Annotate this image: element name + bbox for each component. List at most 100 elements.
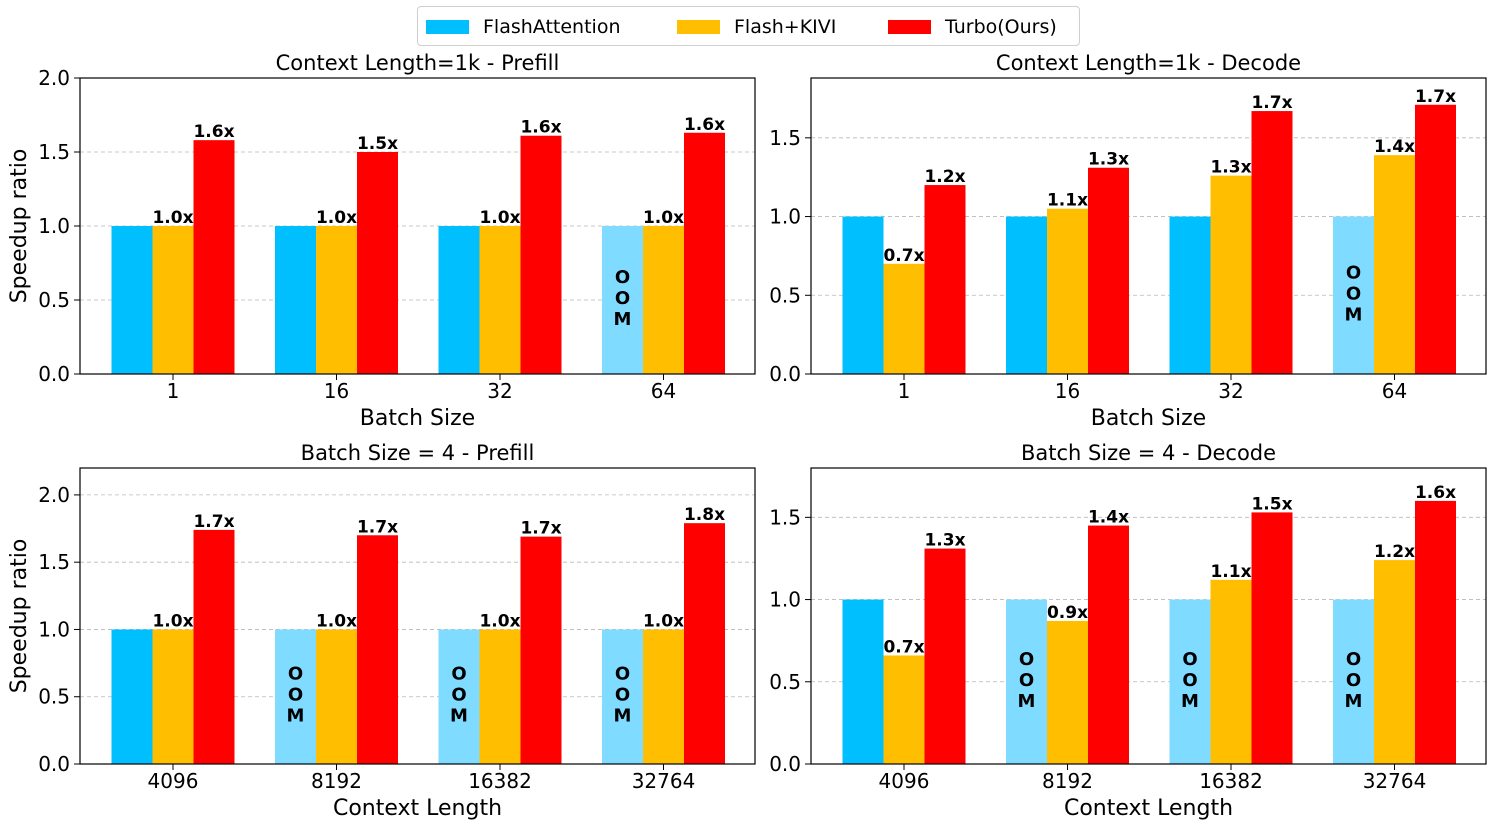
legend-item-flash-kivi: Flash+KIVI bbox=[677, 15, 836, 39]
panel3-xtick-label: 32764 bbox=[632, 769, 696, 793]
panel4-title: Batch Size = 4 - Decode bbox=[1021, 441, 1276, 465]
panel1-ytick-label: 0.5 bbox=[38, 288, 70, 312]
panel1-bar-turbo-ours--1 bbox=[193, 140, 235, 374]
panel4-bar-flash-kivi-8192 bbox=[1047, 620, 1088, 764]
panel4-oom-label: O bbox=[1182, 649, 1197, 670]
panel1-data-label: 1.0x bbox=[316, 208, 357, 228]
panel3-data-label: 1.7x bbox=[193, 512, 234, 532]
panel1-title: Context Length=1k - Prefill bbox=[276, 51, 560, 75]
panel2-bar-turbo-ours--1 bbox=[924, 185, 966, 374]
panel3-data-label: 1.8x bbox=[684, 505, 725, 525]
panel4-bar-turbo-ours--32764 bbox=[1415, 500, 1456, 764]
panel1-ytick-label: 0.0 bbox=[38, 362, 70, 386]
panel4-bar-flashattention-32764 bbox=[1333, 599, 1374, 764]
legend-item-turbo: Turbo(Ours) bbox=[888, 15, 1057, 39]
panel4-ytick-label: 1.0 bbox=[769, 588, 801, 612]
panel2-ytick-label: 1.0 bbox=[769, 205, 801, 229]
panel3-data-label: 1.0x bbox=[479, 611, 520, 631]
panel1-bar-flash-kivi-1 bbox=[152, 226, 194, 374]
panel4-bar-turbo-ours--4096 bbox=[924, 548, 966, 764]
panel3-xtick-label: 4096 bbox=[148, 769, 199, 793]
panel2-data-label: 1.4x bbox=[1374, 137, 1415, 157]
panel4-bar-turbo-ours--16382 bbox=[1251, 512, 1293, 764]
panel3-oom-label: M bbox=[614, 706, 632, 727]
panel4-data-label: 1.1x bbox=[1210, 562, 1251, 582]
panel3-ytick-label: 1.0 bbox=[38, 617, 70, 641]
panel4-data-label: 1.2x bbox=[1374, 542, 1415, 562]
panel3-bar-flashattention-16382 bbox=[438, 629, 480, 764]
panel2-bar-flash-kivi-32 bbox=[1210, 175, 1252, 374]
panel4-oom-label: O bbox=[1019, 649, 1034, 670]
panel3-oom-label: O bbox=[615, 685, 630, 706]
panel1-bar-flashattention-16 bbox=[275, 226, 316, 374]
panel3-oom-label: O bbox=[615, 664, 630, 685]
panel2-ytick-label: 1.5 bbox=[769, 126, 801, 150]
panel1-frame bbox=[79, 77, 756, 375]
panel4-oom-label: O bbox=[1182, 670, 1197, 691]
panel3-xtick-label: 8192 bbox=[311, 769, 362, 793]
panel1-xtick-label: 1 bbox=[167, 379, 180, 403]
panel4-bar-flash-kivi-32764 bbox=[1374, 560, 1415, 764]
panel1-bar-flashattention-32 bbox=[438, 226, 480, 374]
panel4-xtick-label: 16382 bbox=[1199, 769, 1263, 793]
panel3-xtick-label: 16382 bbox=[468, 769, 532, 793]
panel4-xtick-label: 4096 bbox=[879, 769, 930, 793]
panel2-bar-turbo-ours--32 bbox=[1251, 111, 1293, 374]
panel2-data-label: 0.7x bbox=[883, 246, 924, 266]
panel3-oom-label: O bbox=[451, 664, 466, 685]
panel2-data-label: 1.3x bbox=[1210, 158, 1251, 178]
panel2-title: Context Length=1k - Decode bbox=[996, 51, 1301, 75]
panel1-ytick-label: 1.0 bbox=[38, 214, 70, 238]
legend: FlashAttention Flash+KIVI Turbo(Ours) bbox=[417, 6, 1080, 46]
panel1-bar-flashattention-1 bbox=[111, 226, 153, 374]
panel1-bar-flash-kivi-16 bbox=[316, 226, 357, 374]
panel4-bar-flash-kivi-4096 bbox=[883, 655, 925, 764]
panel3-oom-label: M bbox=[287, 706, 305, 727]
panel3-oom-label: O bbox=[451, 685, 466, 706]
panel3-ytick-label: 1.5 bbox=[38, 550, 70, 574]
legend-item-flashattention: FlashAttention bbox=[426, 15, 620, 39]
panel2-ytick-label: 0.5 bbox=[769, 283, 801, 307]
panel2-bar-flash-kivi-16 bbox=[1047, 208, 1088, 374]
panel3-oom-label: M bbox=[450, 706, 468, 727]
panel3-data-label: 1.0x bbox=[316, 611, 357, 631]
panel4-bar-flashattention-16382 bbox=[1169, 599, 1211, 764]
panel4-bar-turbo-ours--8192 bbox=[1088, 525, 1129, 764]
panel4-data-label: 1.3x bbox=[924, 531, 965, 551]
panel2-data-label: 1.3x bbox=[1088, 150, 1129, 170]
legend-label-flashattention: FlashAttention bbox=[483, 16, 621, 38]
panel1-bar-flash-kivi-64 bbox=[643, 226, 684, 374]
panel4-xtick-label: 32764 bbox=[1363, 769, 1427, 793]
panel4-oom-label: M bbox=[1018, 691, 1036, 712]
panel1-ylabel: Speedup ratio bbox=[7, 149, 32, 304]
panel3-ytick-label: 0.5 bbox=[38, 685, 70, 709]
panel3-frame bbox=[79, 467, 756, 765]
panel3-bar-flash-kivi-8192 bbox=[316, 629, 357, 764]
panel3-oom-label: O bbox=[288, 664, 303, 685]
panel4-bar-flash-kivi-16382 bbox=[1210, 579, 1252, 764]
panel1-oom-label: O bbox=[615, 288, 630, 309]
panel2-bar-turbo-ours--16 bbox=[1088, 167, 1129, 374]
panel4-ytick-label: 0.5 bbox=[769, 670, 801, 694]
panel2-ytick-label: 0.0 bbox=[769, 362, 801, 386]
panel3-ytick-label: 0.0 bbox=[38, 752, 70, 776]
panel3-xlabel: Context Length bbox=[333, 796, 502, 821]
panel1-xtick-label: 16 bbox=[324, 379, 349, 403]
panel4-data-label: 0.7x bbox=[883, 637, 924, 657]
panel1-data-label: 1.0x bbox=[479, 208, 520, 228]
panel3-bar-turbo-ours--4096 bbox=[193, 529, 235, 764]
panel4-bar-flashattention-4096 bbox=[842, 599, 884, 764]
panel2-bar-flashattention-16 bbox=[1006, 216, 1047, 374]
panel1-data-label: 1.0x bbox=[152, 208, 193, 228]
legend-swatch-flash-kivi bbox=[677, 20, 720, 34]
panel1-bar-flashattention-64 bbox=[602, 226, 643, 374]
panel3-bar-flash-kivi-16382 bbox=[479, 629, 521, 764]
panel3-bar-flash-kivi-32764 bbox=[643, 629, 684, 764]
panel3-data-label: 1.7x bbox=[520, 519, 561, 539]
panel1-oom-label: M bbox=[614, 309, 632, 330]
panel2-data-label: 1.2x bbox=[924, 167, 965, 187]
panel2-xlabel: Batch Size bbox=[1091, 406, 1206, 431]
panel2-xtick-label: 1 bbox=[898, 379, 911, 403]
panel1-data-label: 1.6x bbox=[520, 118, 561, 138]
